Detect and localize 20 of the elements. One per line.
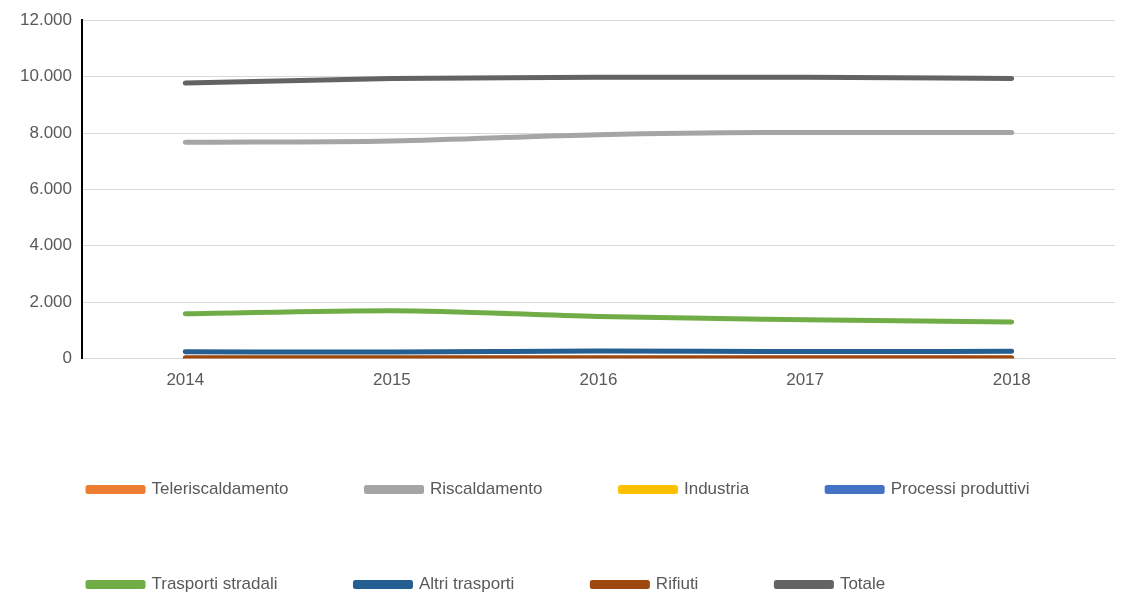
legend-label: Riscaldamento [430,479,543,499]
y-tick-label: 4.000 [29,235,72,255]
y-tick-label: 10.000 [20,66,72,86]
x-tick-label: 2015 [372,370,411,390]
y-tick-label: 2.000 [29,291,72,311]
y-tick-label: 8.000 [29,122,72,142]
legend-label: Industria [683,479,750,499]
x-tick-label: 2016 [579,370,618,390]
legend-label: Teleriscaldamento [151,479,289,499]
y-tick-label: 6.000 [29,179,72,199]
legend-label: Processi produttivi [890,479,1030,499]
legend-label: Altri trasporti [418,574,515,594]
legend-label: Totale [839,574,886,594]
x-tick-label: 2017 [786,370,825,390]
y-tick-label: 0 [62,348,72,368]
y-tick-label: 12.000 [20,9,72,29]
x-tick-label: 2014 [166,370,205,390]
legend-label: Rifiuti [655,574,699,594]
legend-label: Trasporti stradali [151,574,278,594]
x-tick-label: 2018 [992,370,1031,390]
